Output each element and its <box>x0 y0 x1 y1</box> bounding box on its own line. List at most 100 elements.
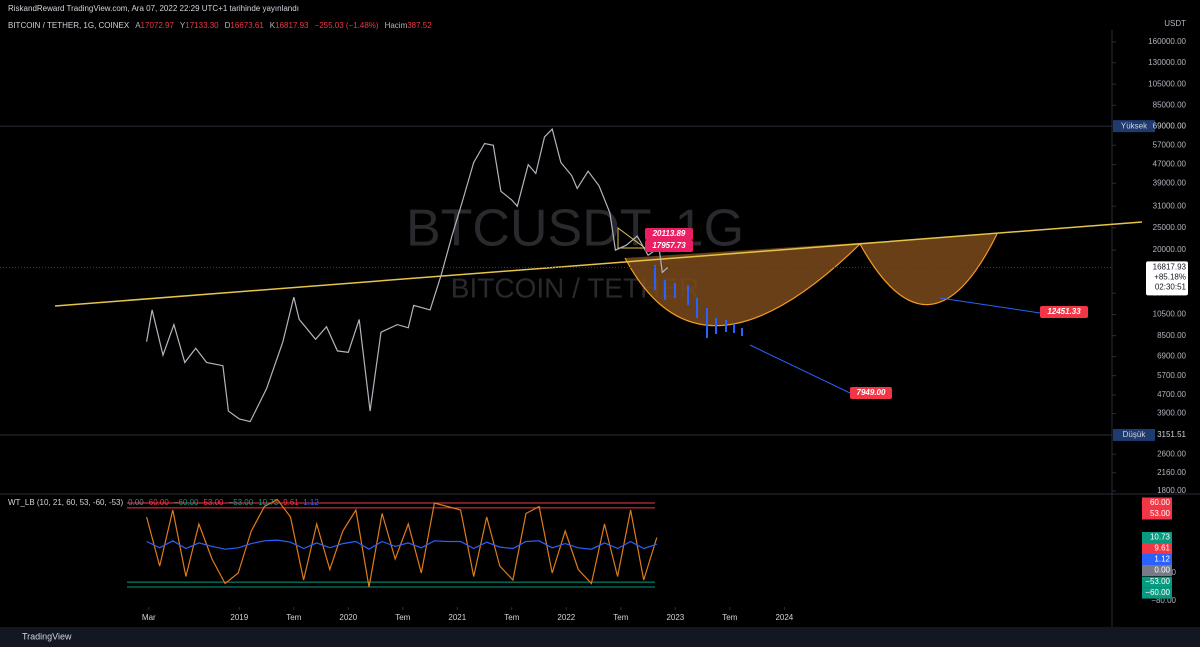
y-tick-label: 2600.00 <box>1157 449 1186 458</box>
value-tag-label: 1.12 <box>1154 555 1170 564</box>
x-tick-label: Tem <box>504 613 519 622</box>
value-tag <box>1142 497 1172 509</box>
ohlc-value: 16817.93 <box>275 21 309 30</box>
y-tick-label: 47000.00 <box>1153 160 1187 169</box>
last-price: 16817.93 <box>1153 263 1187 272</box>
value-tag <box>1142 564 1172 576</box>
change: −255.03 (−1.48%) <box>315 21 379 30</box>
annotation: 20113.89 <box>652 229 686 238</box>
annotation: 7949.00 <box>857 388 886 397</box>
value-tag <box>1142 542 1172 554</box>
indicator-value: −60.00 <box>174 498 199 507</box>
symbol-line: BITCOIN / TETHER, 1G, COINEX A17072.97 Y17… <box>8 21 432 30</box>
y-tick-label: 3900.00 <box>1157 409 1186 418</box>
last-price-tag <box>1146 261 1188 296</box>
annotation: 17957.73 <box>652 241 686 250</box>
series-line <box>146 498 658 588</box>
value-tag <box>1142 587 1172 599</box>
x-tick-label: Tem <box>722 613 737 622</box>
cup-fill <box>625 234 997 326</box>
cup-outline <box>624 233 998 327</box>
y-tick-label: 4700.00 <box>1157 390 1186 399</box>
x-tick-label: Tem <box>286 613 301 622</box>
projection-line <box>939 297 1041 314</box>
indicator-value: 9.61 <box>283 498 299 507</box>
y-tick-label: 130000.00 <box>1148 58 1186 67</box>
volume-label: Hacim <box>385 21 408 30</box>
y-tick-label: −80.00 <box>1151 596 1176 605</box>
series-line <box>146 539 657 550</box>
ohlc-value: 17133.30 <box>185 21 219 30</box>
x-tick-label: 2020 <box>339 613 357 622</box>
y-tick-label: 1800.00 <box>1157 486 1186 495</box>
footer-logo: TradingView <box>22 631 72 641</box>
projection-line <box>749 344 851 394</box>
annotation-box <box>645 228 693 240</box>
annotation-box <box>645 240 693 252</box>
ohlc-label: K <box>270 21 276 30</box>
y-tick-label: 31000.00 <box>1153 201 1187 210</box>
projection <box>654 265 743 338</box>
last-price: 02:30:51 <box>1155 283 1187 292</box>
extreme-tag <box>1113 120 1155 133</box>
indicator-legend: WT_LB (10, 21, 60, 53, -60, -53) 0.00 60.0… <box>8 498 319 507</box>
y-tick-label: 25000.00 <box>1153 223 1187 232</box>
indicator-value: 53.00 <box>203 498 224 507</box>
y-tick-label: 105000.00 <box>1148 79 1186 88</box>
x-tick-label: 2024 <box>775 613 793 622</box>
y-tick-label: 10500.00 <box>1153 310 1187 319</box>
indicator-value: 0.00 <box>128 498 144 507</box>
y-tick-label: 8500.00 <box>1157 331 1186 340</box>
extreme-label: Düşük <box>1123 430 1147 439</box>
extreme-value: 69000.00 <box>1153 121 1187 130</box>
trendline <box>54 221 1143 307</box>
watermark-ticker: BTCUSDT, 1G <box>406 200 744 258</box>
x-tick-label: 2019 <box>230 613 248 622</box>
annotation-box <box>1040 306 1088 318</box>
ohlc-label: D <box>225 21 231 30</box>
ohlc-label: Y <box>180 21 186 30</box>
ohlc-value: 16673.61 <box>230 21 264 30</box>
extreme-tag <box>1113 428 1155 441</box>
value-tag-label: 9.61 <box>1154 544 1170 553</box>
extreme-value-tag <box>1156 428 1188 441</box>
value-tag <box>1142 553 1172 565</box>
y-tick-label: 5700.00 <box>1157 371 1186 380</box>
series-line <box>146 127 669 423</box>
x-tick-label: Tem <box>613 613 628 622</box>
y-tick-label: 6900.00 <box>1157 352 1186 361</box>
ohlc-value: 17072.97 <box>141 21 175 30</box>
triangle-drawing <box>617 227 647 249</box>
y-tick-label: 160000.00 <box>1148 37 1186 46</box>
annotation: 12451.33 <box>1047 307 1081 316</box>
currency: USDT <box>1164 19 1186 28</box>
y-tick-label: 85000.00 <box>1153 100 1187 109</box>
annotation-box <box>850 387 892 399</box>
indicator-title: WT_LB (10, 21, 60, 53, -60, -53) <box>8 498 124 507</box>
value-tag <box>1142 576 1172 588</box>
y-tick-label: 20000.00 <box>1153 245 1187 254</box>
value-tag <box>1142 531 1172 543</box>
x-tick-label: Tem <box>395 613 410 622</box>
symbol: BITCOIN / TETHER, 1G, COINEX <box>8 21 130 30</box>
indicator-value: 1.12 <box>303 498 319 507</box>
y-tick-label: 57000.00 <box>1153 140 1187 149</box>
value-tag <box>1142 508 1172 520</box>
last-price: +85.18% <box>1154 273 1186 282</box>
value-tag-label: 0.00 <box>1154 566 1170 575</box>
value-tag-label: 53.00 <box>1150 509 1171 518</box>
value-tag-label: −53.00 <box>1145 577 1170 586</box>
extreme-label: Yüksek <box>1121 121 1148 130</box>
indicator-value: 60.00 <box>149 498 170 507</box>
volume-value: 387.52 <box>407 21 432 30</box>
ohlc-label: A <box>135 21 141 30</box>
value-tag-label: 10.73 <box>1150 533 1171 542</box>
publisher: RiskandReward TradingView.com, Ara 07, 2… <box>8 4 299 13</box>
indicator-value: −53.00 <box>229 498 254 507</box>
x-tick-label: 2021 <box>448 613 466 622</box>
indicator-value: 10.73 <box>258 498 279 507</box>
extreme-value: 3151.51 <box>1157 430 1186 439</box>
y-tick-label: 39000.00 <box>1153 178 1187 187</box>
